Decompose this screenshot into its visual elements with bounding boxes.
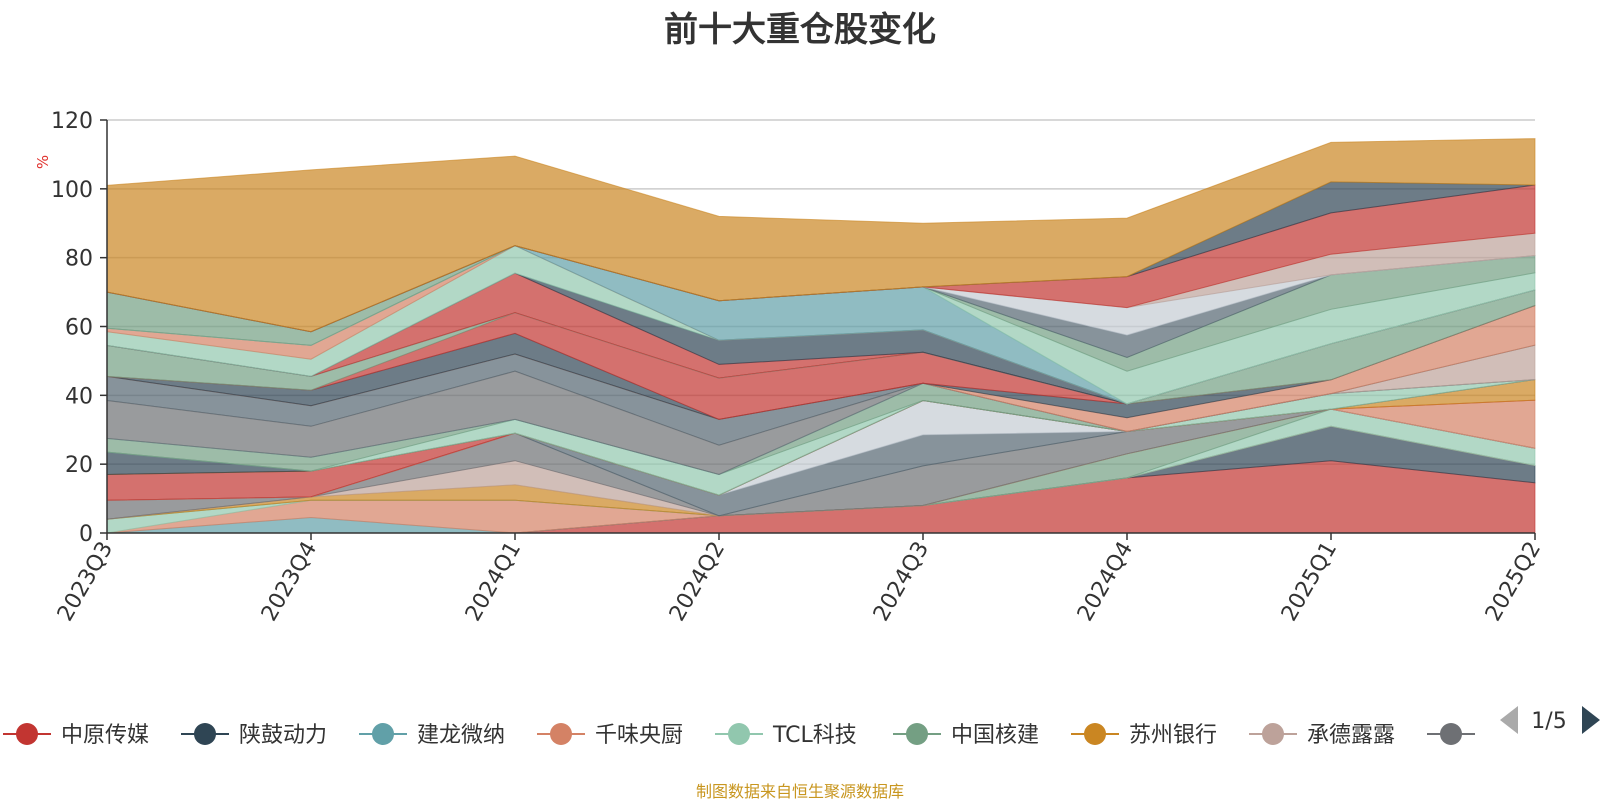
y-tick-label: 60 (65, 316, 93, 341)
legend: 中原传媒 陕鼓动力 建龙微纳 千味央厨 TCL科技 中国核建 苏州银行 承德露露 佰 (3, 723, 1507, 748)
x-tick-label: 2025Q1 (1277, 538, 1342, 626)
legend-label: TCL科技 (772, 723, 857, 748)
area-series (106, 138, 1536, 333)
legend-pager: 1/5 (1500, 706, 1600, 734)
x-tick-label: 2024Q1 (461, 538, 526, 626)
x-tick-label: 2025Q2 (1481, 538, 1546, 626)
chart-title: 前十大重仓股变化 (664, 10, 936, 50)
legend-item[interactable]: 中原传媒 (3, 723, 149, 748)
x-tick-label: 2023Q4 (257, 538, 322, 626)
legend-item[interactable]: 佰 (1427, 723, 1507, 748)
legend-item[interactable]: 陕鼓动力 (181, 723, 327, 748)
legend-item[interactable]: 苏州银行 (1071, 723, 1217, 748)
legend-marker-icon (728, 723, 750, 745)
legend-item[interactable]: TCL科技 (715, 723, 857, 748)
legend-label: 中原传媒 (61, 723, 149, 748)
legend-item[interactable]: 承德露露 (1249, 723, 1395, 748)
legend-label: 承德露露 (1307, 723, 1395, 748)
legend-marker-icon (194, 723, 216, 745)
legend-marker-icon (906, 723, 928, 745)
legend-marker-icon (1084, 723, 1106, 745)
y-tick-label: 0 (79, 522, 93, 547)
legend-page-indicator: 1/5 (1531, 709, 1566, 734)
y-tick-label: 40 (65, 384, 93, 409)
legend-label: 中国核建 (951, 723, 1039, 748)
legend-marker-icon (372, 723, 394, 745)
y-axis-label: % (34, 155, 52, 169)
y-tick-label: 20 (65, 453, 93, 478)
source-note: 制图数据来自恒生聚源数据库 (695, 782, 904, 801)
y-tick-label: 120 (51, 109, 93, 134)
legend-label: 佰 (1485, 723, 1507, 748)
x-tick-label: 2024Q3 (869, 538, 934, 626)
x-tick-label: 2023Q3 (53, 538, 118, 626)
legend-prev-icon[interactable] (1500, 706, 1518, 734)
legend-item[interactable]: 千味央厨 (537, 723, 683, 748)
legend-label: 苏州银行 (1129, 723, 1217, 748)
legend-next-icon[interactable] (1582, 706, 1600, 734)
legend-marker-icon (1262, 723, 1284, 745)
legend-marker-icon (1440, 723, 1462, 745)
legend-label: 千味央厨 (595, 723, 683, 748)
x-tick-label: 2024Q2 (665, 538, 730, 626)
legend-marker-icon (16, 723, 38, 745)
area-layer (106, 138, 1536, 534)
x-tick-label: 2024Q4 (1073, 538, 1138, 626)
legend-label: 陕鼓动力 (239, 723, 327, 748)
legend-item[interactable]: 中国核建 (893, 723, 1039, 748)
y-tick-label: 100 (51, 178, 93, 203)
y-tick-label: 80 (65, 247, 93, 272)
legend-marker-icon (550, 723, 572, 745)
legend-label: 建龙微纳 (417, 723, 505, 748)
legend-item[interactable]: 建龙微纳 (359, 723, 505, 748)
